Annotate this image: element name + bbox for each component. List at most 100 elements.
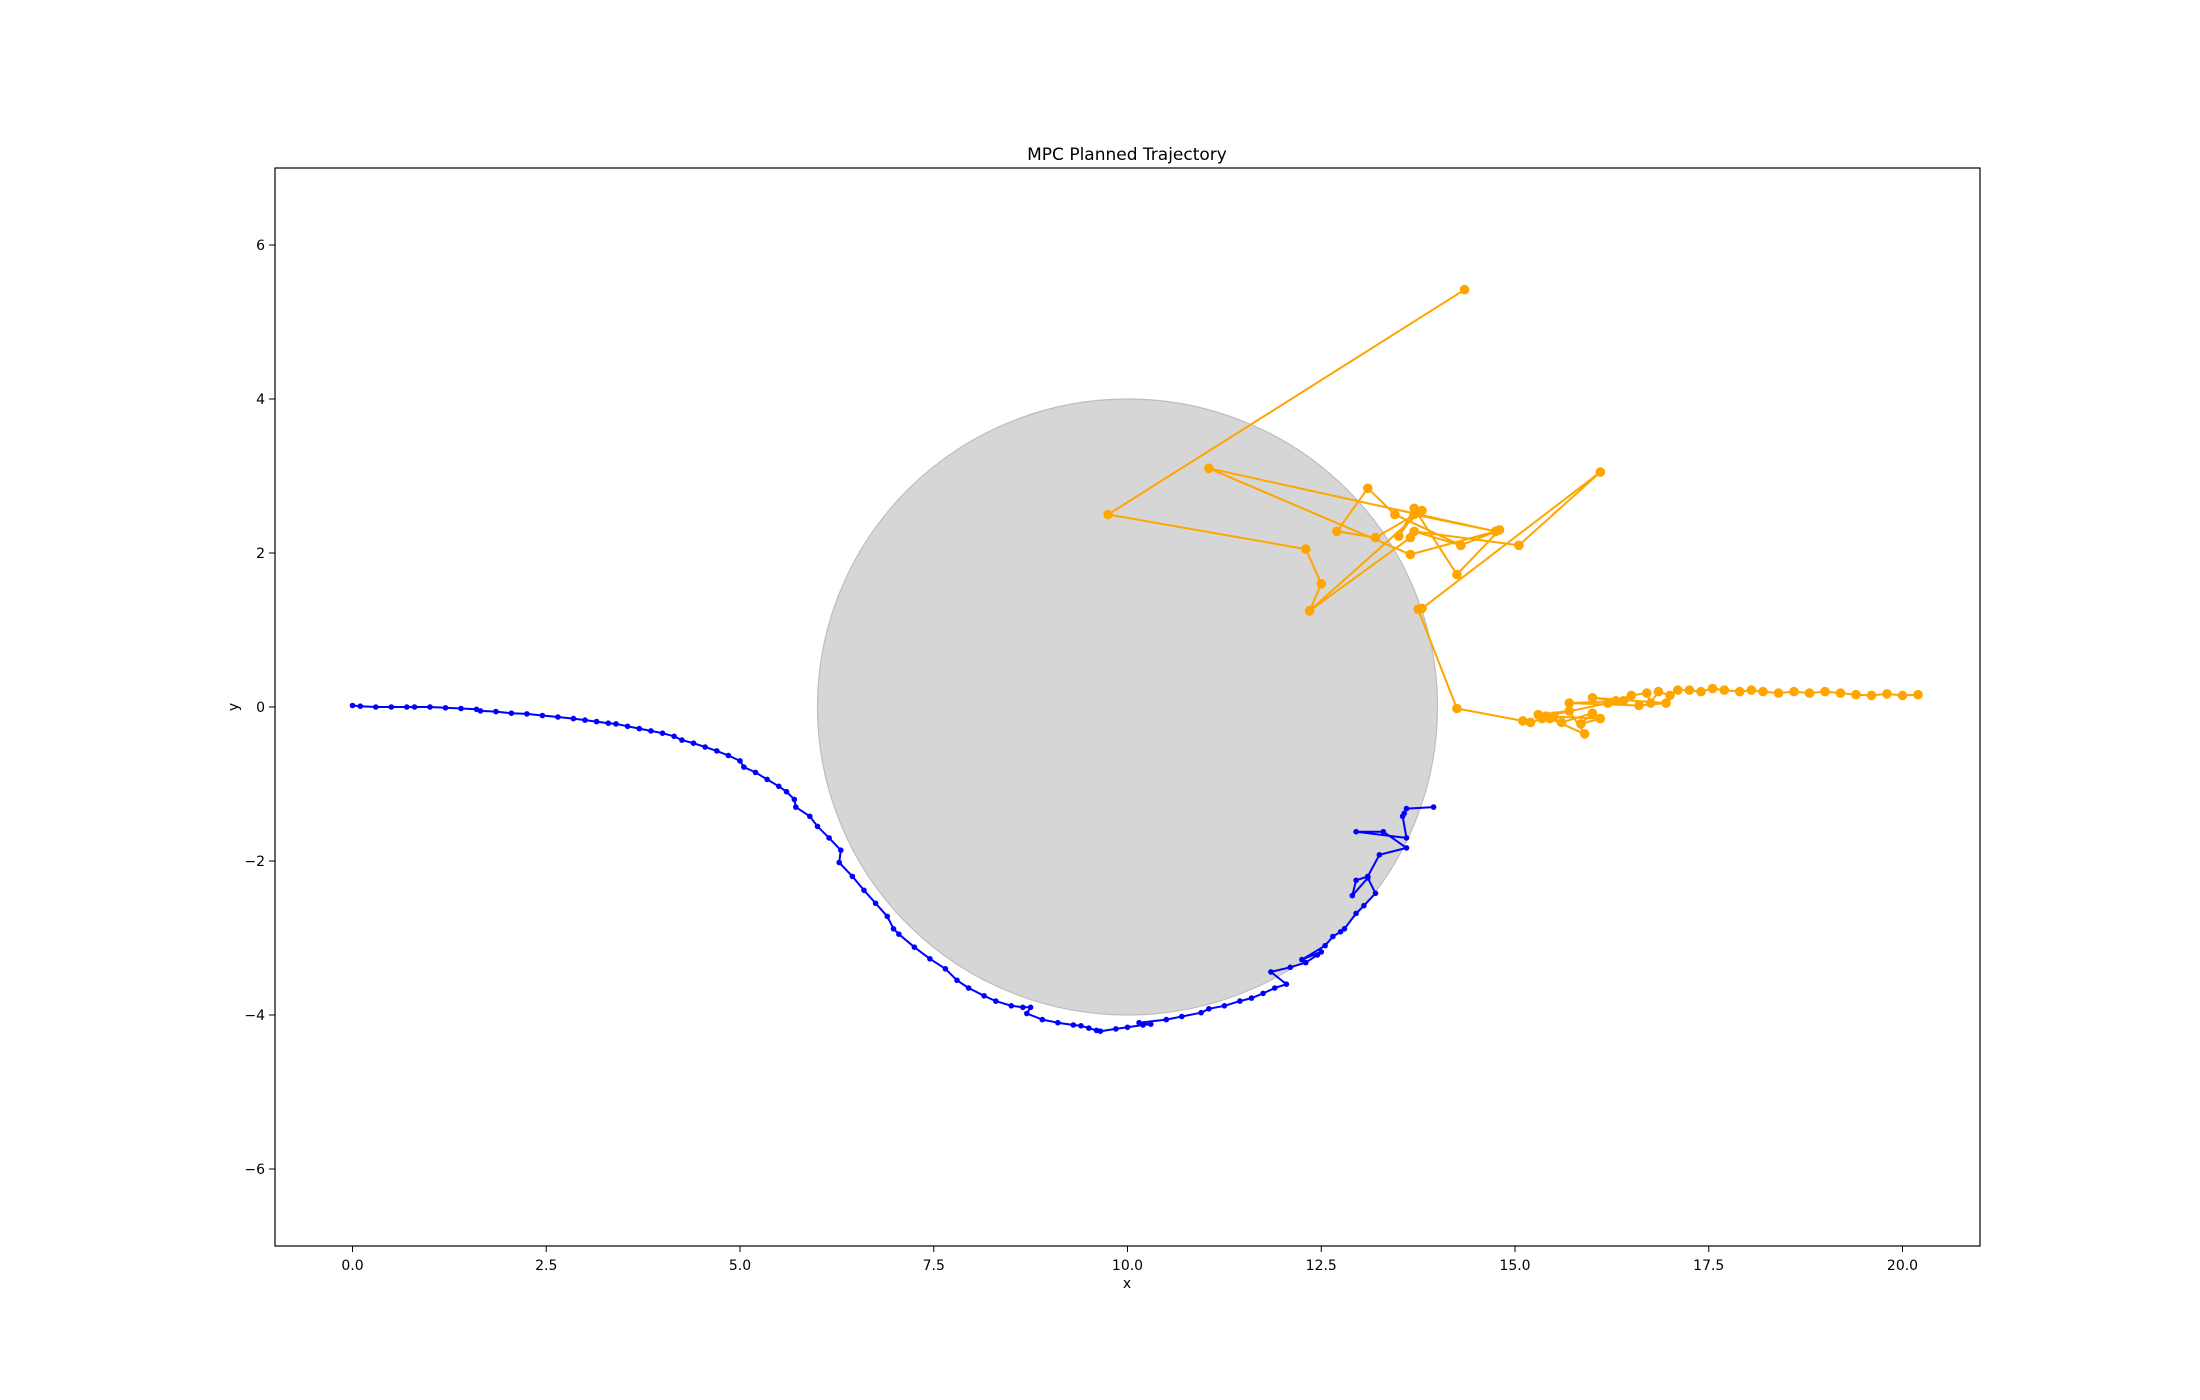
series-1-point — [1024, 1010, 1030, 1017]
series-1-point — [981, 993, 987, 999]
series-1-point — [702, 744, 708, 750]
series-1-point — [1070, 1022, 1077, 1028]
series-2-point — [1579, 729, 1590, 739]
series-1-point — [1318, 949, 1325, 955]
series-2-point — [1204, 463, 1214, 474]
series-1-point — [349, 702, 356, 709]
series-2-point — [1734, 686, 1745, 697]
series-1-point — [793, 804, 799, 810]
series-2-point — [1835, 688, 1846, 698]
series-1-point — [1283, 981, 1290, 987]
series-2-point — [1518, 716, 1528, 726]
series-2-point — [1673, 685, 1683, 695]
series-1-point — [427, 704, 433, 710]
series-1-point — [1268, 969, 1274, 975]
y-tick-label: 6 — [256, 238, 265, 254]
series-1-point — [807, 813, 813, 820]
series-1-point — [493, 708, 499, 715]
chart-title: MPC Planned Trajectory — [1027, 145, 1227, 165]
series-1-point — [411, 704, 418, 710]
x-tick-label: 12.5 — [1306, 1258, 1337, 1274]
series-2-point — [1494, 525, 1505, 535]
series-2-point — [1533, 709, 1544, 720]
series-1-point — [442, 705, 449, 711]
series-2-point — [1611, 696, 1621, 706]
series-1-point — [1086, 1025, 1092, 1031]
series-1-point — [1403, 845, 1410, 851]
series-1-point — [1401, 810, 1407, 817]
series-1-point — [1372, 890, 1379, 897]
series-2-point — [1394, 531, 1404, 541]
series-1-point — [570, 715, 577, 722]
series-1-point — [791, 796, 798, 803]
series-1-point — [659, 730, 666, 736]
series-2-point — [1417, 505, 1427, 516]
series-1-point — [1403, 805, 1410, 812]
series-1-point — [764, 776, 770, 783]
series-2-point — [1626, 690, 1637, 701]
series-1-point — [826, 835, 832, 841]
series-2-point — [1103, 509, 1113, 520]
series-1-point — [849, 873, 856, 880]
series-1-point — [1008, 1003, 1015, 1009]
series-1-point — [1299, 956, 1305, 963]
series-1-point — [911, 944, 918, 950]
series-2-point — [1618, 696, 1629, 706]
series-1-point — [1260, 990, 1266, 997]
series-2-point — [1370, 532, 1381, 543]
series-1-point — [1163, 1016, 1170, 1023]
series-1-point — [1179, 1013, 1185, 1020]
series-1-point — [524, 711, 530, 717]
series-1-point — [890, 926, 897, 932]
series-1-point — [872, 900, 879, 907]
x-tick-label: 0.0 — [341, 1258, 363, 1274]
series-2-point — [1456, 540, 1466, 551]
series-1-point — [737, 758, 743, 764]
series-1-point — [741, 764, 747, 770]
y-tick-label: −6 — [244, 1162, 265, 1178]
series-1-point — [1027, 1004, 1034, 1011]
series-1-point — [1376, 852, 1383, 858]
series-2-point — [1719, 685, 1730, 695]
series-2-point — [1304, 606, 1315, 616]
series-2-point — [1390, 509, 1400, 520]
series-2-point — [1645, 698, 1656, 708]
series-1-point — [1353, 910, 1359, 917]
series-2-point — [1653, 686, 1664, 697]
series-1-point — [1039, 1016, 1046, 1023]
series-2-point — [1452, 569, 1462, 580]
y-tick-label: −2 — [244, 854, 265, 870]
y-tick-label: 2 — [256, 546, 265, 562]
series-1-point — [671, 733, 677, 740]
series-1-point — [1322, 942, 1328, 949]
obstacle-circle — [816, 398, 1439, 1016]
series-1-point — [1380, 828, 1387, 835]
series-2-point — [1409, 503, 1419, 514]
x-tick-label: 2.5 — [535, 1258, 557, 1274]
series-2-point — [1773, 688, 1784, 698]
series-1-point — [1113, 1026, 1119, 1032]
series-1-point — [636, 725, 643, 732]
series-1-point — [1078, 1023, 1084, 1029]
series-2-point — [1459, 284, 1470, 295]
series-2-point — [1820, 686, 1830, 697]
series-1-point — [838, 847, 844, 853]
x-tick-label: 7.5 — [923, 1258, 945, 1274]
series-2-point — [1603, 698, 1613, 708]
series-1-point — [1353, 828, 1359, 835]
series-1-point — [752, 769, 759, 776]
series-1-point — [679, 737, 685, 743]
series-2-point — [1758, 686, 1768, 697]
series-1-point — [605, 720, 612, 726]
series-1-point — [613, 721, 619, 727]
series-1-point — [388, 704, 395, 710]
series-1-point — [1237, 998, 1243, 1004]
series-1-point — [624, 723, 631, 730]
series-2-point — [1882, 689, 1892, 699]
series-1-point — [1148, 1021, 1154, 1027]
series-1-point — [884, 913, 891, 920]
series-2-point — [1587, 693, 1598, 703]
series-1-point — [648, 728, 654, 734]
series-1-point — [1198, 1009, 1204, 1016]
series-1-point — [1361, 902, 1367, 909]
